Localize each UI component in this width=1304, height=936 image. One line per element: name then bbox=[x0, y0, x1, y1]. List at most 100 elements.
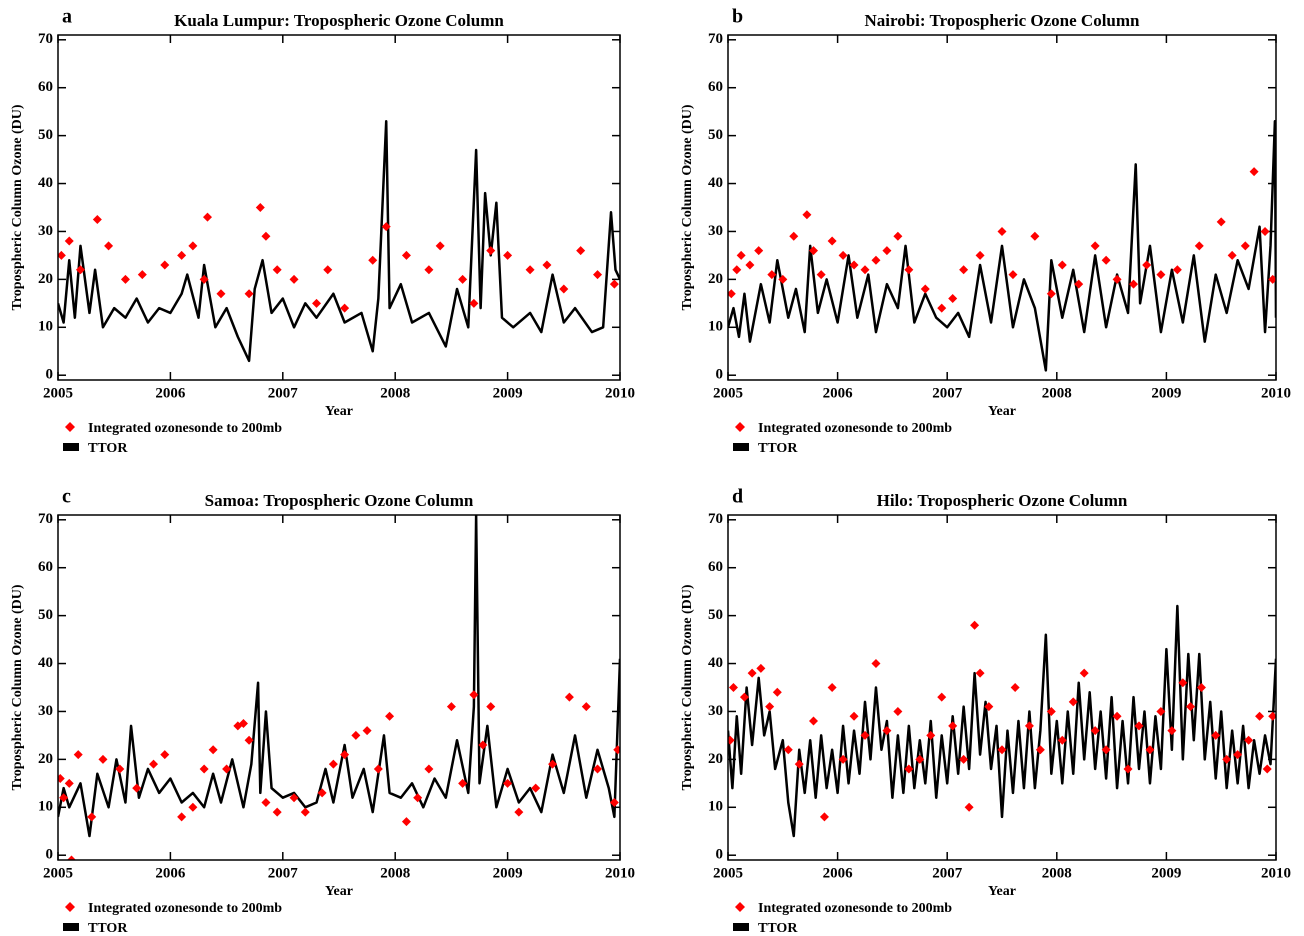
sonde-point bbox=[216, 289, 226, 299]
sonde-point bbox=[469, 690, 479, 700]
sonde-point bbox=[1172, 265, 1182, 275]
sonde-point bbox=[915, 754, 925, 764]
sonde-point bbox=[66, 855, 76, 860]
y-tick-label: 0 bbox=[46, 367, 54, 383]
x-tick-label: 2009 bbox=[1151, 385, 1181, 401]
sonde-point bbox=[503, 250, 513, 260]
sonde-point bbox=[789, 231, 799, 241]
sonde-point bbox=[401, 250, 411, 260]
sonde-point bbox=[1240, 241, 1250, 251]
sonde-point bbox=[401, 817, 411, 827]
sonde-point bbox=[244, 289, 254, 299]
sonde-point bbox=[244, 735, 254, 745]
sonde-point bbox=[542, 260, 552, 270]
sonde-point bbox=[1079, 668, 1089, 678]
y-tick-label: 60 bbox=[38, 79, 53, 95]
sonde-point bbox=[1255, 711, 1265, 721]
x-tick-label: 2010 bbox=[605, 385, 635, 401]
sonde-point bbox=[1134, 721, 1144, 731]
sonde-point bbox=[424, 764, 434, 774]
sonde-point bbox=[58, 250, 66, 260]
y-tick-label: 20 bbox=[38, 751, 53, 767]
ttor-line bbox=[728, 604, 1276, 838]
y-tick-label: 30 bbox=[708, 703, 723, 719]
sonde-point bbox=[882, 246, 892, 256]
sonde-point bbox=[997, 226, 1007, 236]
y-tick-label: 40 bbox=[38, 175, 53, 191]
sonde-point bbox=[581, 702, 591, 712]
x-tick-label: 2007 bbox=[932, 385, 963, 401]
legend-label: Integrated ozonesonde to 200mb bbox=[758, 901, 952, 916]
sonde-point bbox=[593, 270, 603, 280]
sonde-point bbox=[1112, 711, 1122, 721]
sonde-point bbox=[514, 807, 524, 817]
sonde-point bbox=[827, 236, 837, 246]
sonde-point bbox=[838, 754, 848, 764]
sonde-point bbox=[323, 265, 333, 275]
sonde-point bbox=[975, 250, 985, 260]
sonde-point bbox=[609, 279, 619, 289]
sonde-point bbox=[893, 706, 903, 716]
sonde-point bbox=[920, 284, 930, 294]
sonde-point bbox=[381, 222, 391, 232]
sonde-point bbox=[1142, 260, 1152, 270]
plot-frame bbox=[57, 34, 621, 381]
sonde-point bbox=[1068, 697, 1078, 707]
sonde-point bbox=[926, 730, 936, 740]
panel-letter: d bbox=[732, 486, 743, 508]
sonde-point bbox=[486, 246, 496, 256]
sonde-point bbox=[948, 721, 958, 731]
sonde-point bbox=[849, 711, 859, 721]
sonde-point bbox=[1024, 721, 1034, 731]
legend-label: Integrated ozonesonde to 200mb bbox=[88, 421, 282, 436]
chart-title: Kuala Lumpur: Tropospheric Ozone Column bbox=[174, 11, 504, 30]
sonde-point bbox=[199, 274, 209, 284]
sonde-point bbox=[756, 663, 766, 673]
sonde-point bbox=[1010, 683, 1020, 692]
sonde-point bbox=[882, 726, 892, 736]
x-tick-label: 2007 bbox=[268, 385, 299, 401]
legend-marker bbox=[733, 443, 749, 451]
sonde-point bbox=[289, 793, 299, 803]
y-tick-label: 60 bbox=[708, 559, 723, 575]
sonde-point bbox=[827, 683, 837, 692]
y-tick-label: 10 bbox=[708, 319, 723, 335]
legend-label: Integrated ozonesonde to 200mb bbox=[758, 421, 952, 436]
sonde-point bbox=[1227, 250, 1237, 260]
sonde-point bbox=[593, 764, 603, 774]
x-tick-label: 2006 bbox=[155, 385, 186, 401]
sonde-point bbox=[64, 778, 74, 788]
sonde-point bbox=[1167, 726, 1177, 736]
y-tick-label: 10 bbox=[708, 799, 723, 815]
y-tick-label: 70 bbox=[38, 511, 53, 527]
plot-frame bbox=[727, 514, 1277, 861]
sonde-point bbox=[1090, 241, 1100, 251]
legend-label: TTOR bbox=[758, 441, 798, 456]
y-tick-label: 20 bbox=[708, 271, 723, 287]
sonde-point bbox=[328, 759, 338, 769]
sonde-point bbox=[115, 764, 125, 774]
legend-marker bbox=[65, 902, 75, 912]
sonde-point bbox=[871, 659, 881, 669]
sonde-point bbox=[808, 246, 818, 256]
sonde-point bbox=[548, 759, 558, 769]
sonde-point bbox=[564, 692, 574, 702]
y-tick-label: 20 bbox=[708, 751, 723, 767]
x-tick-label: 2006 bbox=[823, 865, 854, 881]
sonde-point bbox=[1260, 226, 1270, 236]
sonde-point bbox=[1129, 279, 1139, 289]
sonde-point bbox=[486, 702, 496, 712]
sonde-point bbox=[772, 687, 782, 697]
x-tick-label: 2006 bbox=[823, 385, 854, 401]
x-tick-label: 2010 bbox=[1261, 385, 1291, 401]
legend-marker bbox=[63, 923, 79, 931]
sonde-point bbox=[92, 214, 102, 224]
y-tick-label: 60 bbox=[708, 79, 723, 95]
y-tick-label: 10 bbox=[38, 799, 53, 815]
x-tick-label: 2007 bbox=[268, 865, 299, 881]
sonde-point bbox=[802, 210, 812, 220]
sonde-point bbox=[1233, 750, 1243, 760]
sonde-point bbox=[458, 274, 468, 284]
y-tick-label: 40 bbox=[708, 175, 723, 191]
sonde-point bbox=[340, 750, 350, 760]
